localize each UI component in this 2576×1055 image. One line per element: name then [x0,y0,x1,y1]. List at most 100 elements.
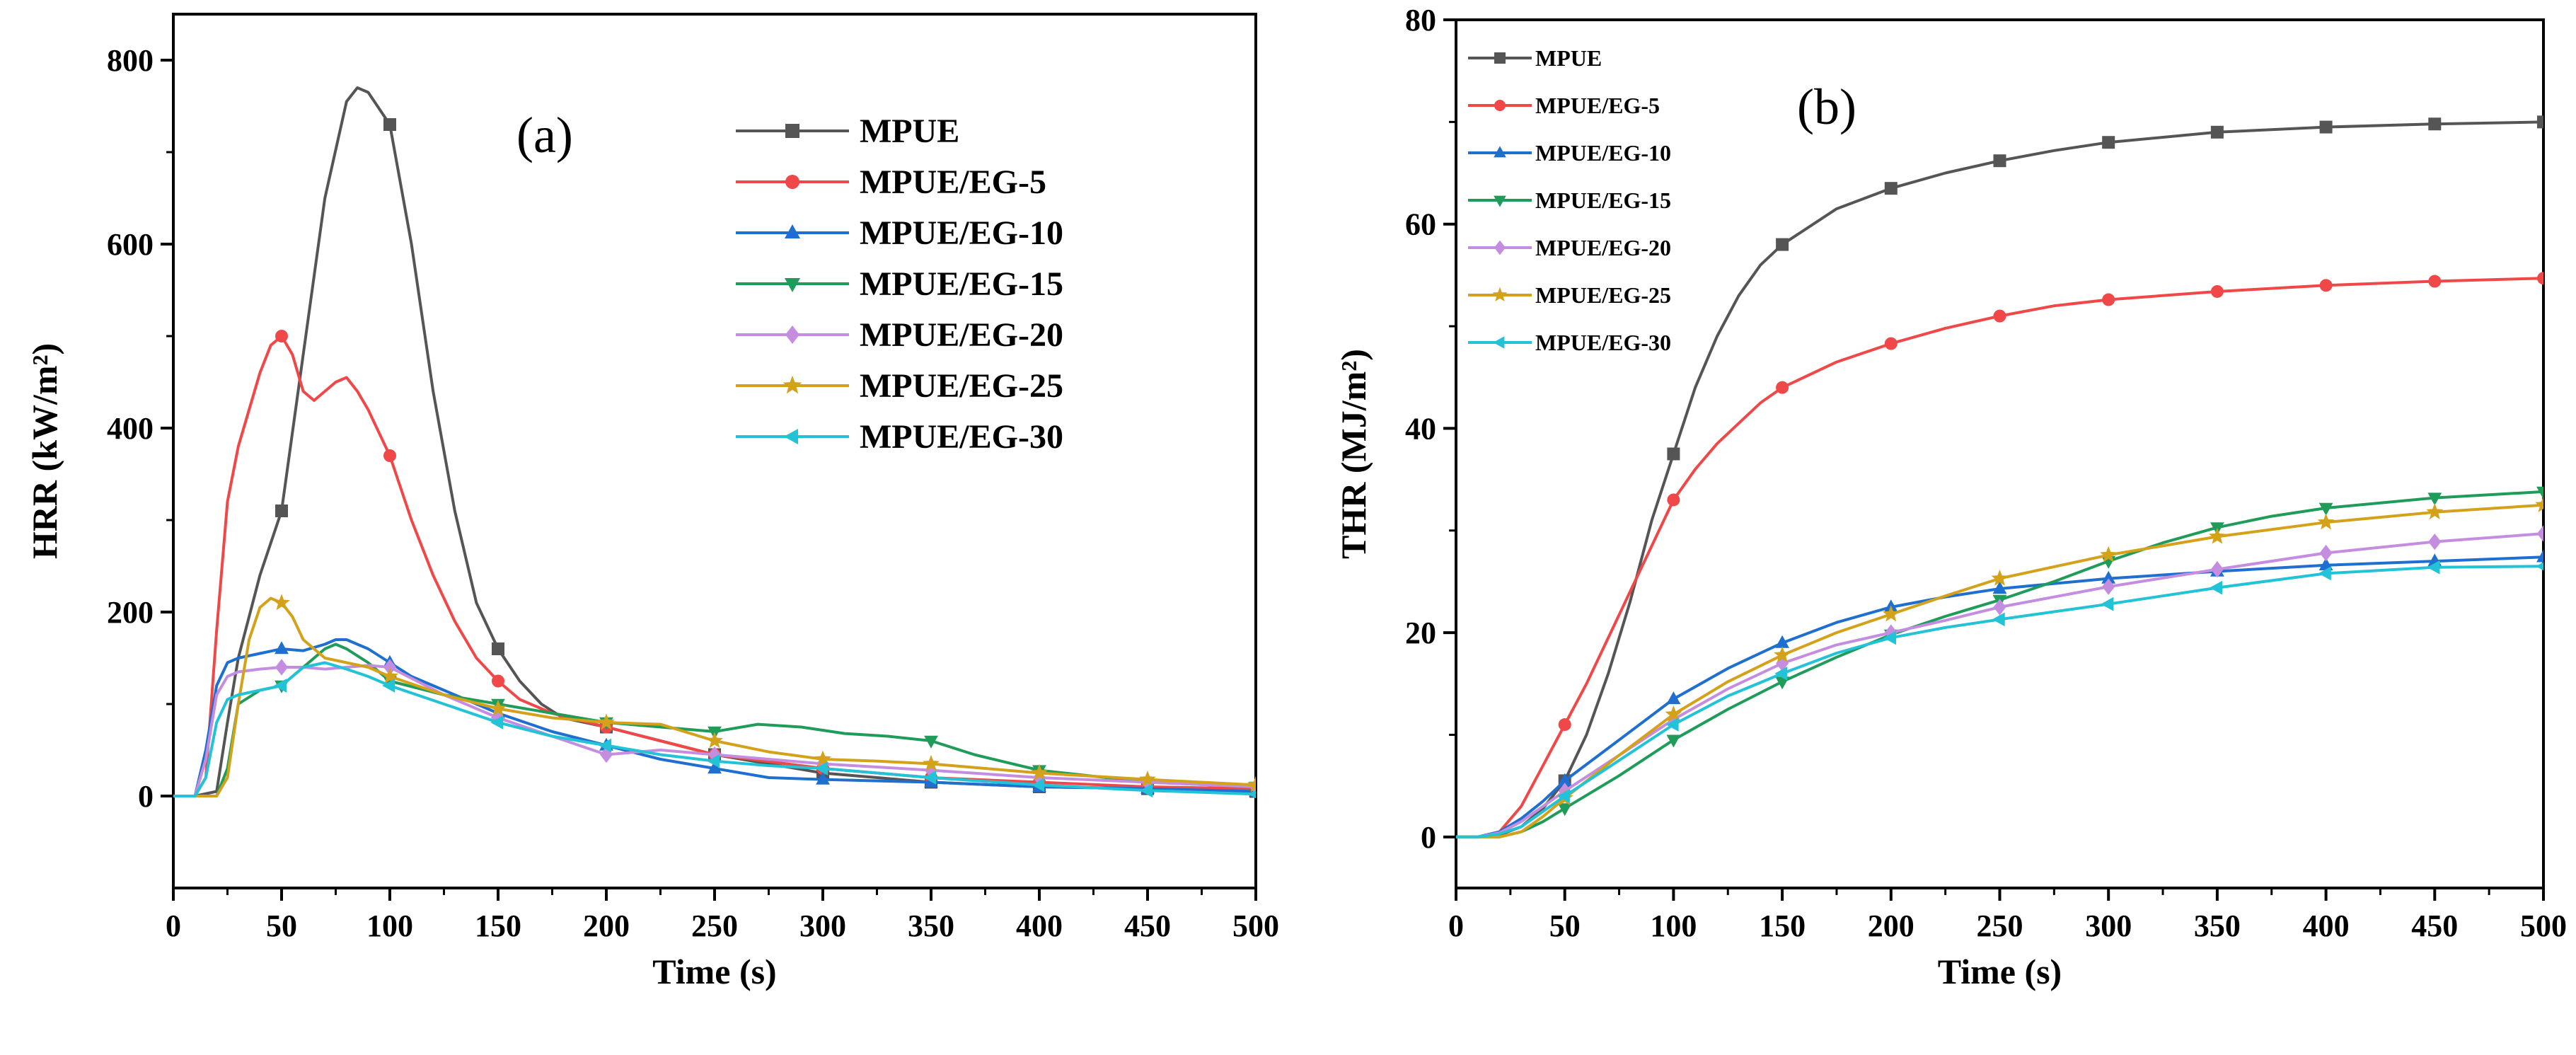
legend-item: MPUE/EG-10 [736,214,1063,252]
y-tick-label: 400 [107,411,154,446]
data-point [1140,783,1153,798]
series-line [173,638,1256,797]
data-point [2535,496,2543,512]
data-point [2318,502,2333,516]
x-tick-label: 350 [908,909,954,943]
data-point [1774,666,1788,681]
y-tick-label: 20 [1405,616,1436,650]
data-point [2101,596,2114,611]
series-mpue-eg-5 [1456,272,2543,838]
data-point [1776,238,1789,251]
x-axis-label: Time (s) [1938,952,2062,991]
data-point [274,679,287,693]
data-point [816,771,830,785]
data-point [492,642,504,655]
x-tick-label: 400 [2303,909,2350,943]
data-point [490,715,504,730]
data-point [599,738,612,753]
y-tick-label: 60 [1405,207,1436,242]
data-point [2319,544,2333,562]
legend-marker [785,175,799,189]
data-point [273,594,290,611]
legend-marker [782,376,802,394]
data-point [2319,279,2333,292]
data-point [2537,272,2543,285]
y-tick-label: 800 [107,43,154,78]
data-point [1667,447,1680,461]
series-line [1456,277,2543,838]
data-point [2428,275,2442,288]
series-mpue [173,86,1256,798]
series-line [1456,503,2543,838]
data-point [492,674,504,688]
legend-item: MPUE/EG-15 [1468,188,1671,213]
legend-marker [1493,336,1505,349]
data-point [1775,676,1789,690]
x-tick-label: 450 [1124,909,1171,943]
legend-label: MPUE/EG-15 [860,265,1063,303]
data-point [490,699,507,716]
data-point [275,659,288,676]
data-point [2102,136,2115,149]
x-tick-label: 400 [1016,909,1063,943]
legend-label: MPUE/EG-10 [860,214,1063,252]
legend-label: MPUE/EG-20 [860,316,1063,354]
chart-panel-a: 0 50 100 150 200 250 300 350 400 450 500 0 200 400 600… [25,13,1279,991]
data-point [275,505,288,517]
legend-marker [785,224,800,238]
legend-label: MPUE/EG-20 [1535,235,1671,260]
data-point [383,118,396,131]
x-tick-label: 50 [266,909,297,943]
series-mpue-eg-30 [173,661,1256,799]
data-point [2537,115,2543,129]
y-tick-label: 600 [107,227,154,262]
legend-item: MPUE/EG-25 [736,367,1063,405]
legend-label: MPUE/EG-25 [1535,282,1671,308]
legend-marker [784,429,798,444]
data-point [707,754,720,768]
legend-item: MPUE/EG-20 [1468,235,1671,260]
data-point [1557,773,1572,786]
data-point [275,641,289,655]
data-point [923,771,937,785]
chart-panel-b: 0 50 100 150 200 250 300 350 400 450 500 0 20 40 60 80 T… [1334,3,2567,991]
data-point [1557,803,1572,817]
data-point [2428,117,2442,131]
legend-item: MPUE [736,113,959,150]
data-point [1556,789,1570,803]
data-point [1667,493,1680,507]
data-point [1776,655,1789,672]
x-tick-label: 450 [2411,909,2458,943]
data-point [814,750,831,767]
x-tick-label: 500 [1232,909,1279,943]
series-mpue-eg-10 [173,638,1256,797]
y-tick-label: 80 [1405,3,1436,38]
data-point [1139,771,1156,787]
series-mpue [1456,115,2543,838]
data-point [1993,309,2006,323]
data-point [1884,337,1898,350]
data-point [1248,790,1256,799]
data-point [1884,182,1898,195]
data-point [924,735,938,749]
series-line [1456,120,2543,838]
series-line [173,335,1256,797]
series-mpue-eg-20 [1456,525,2543,838]
series-mpue-eg-15 [1456,486,2543,838]
data-point [1993,154,2006,168]
x-tick-label: 250 [1977,909,2023,943]
data-point [1031,763,1048,780]
series-mpue-eg-10 [1456,549,2543,838]
data-point [815,761,828,776]
legend-item: MPUE/EG-30 [736,418,1063,456]
data-point [383,449,396,462]
y-axis-label: HRR (kW/m²) [25,343,64,559]
data-point [598,713,615,730]
data-point [1032,778,1045,792]
x-tick-label: 100 [366,909,413,943]
x-tick-label: 300 [799,909,846,943]
data-point [1666,691,1681,705]
x-tick-label: 150 [475,909,521,943]
panel-label: (b) [1797,79,1856,135]
y-tick-label: 200 [107,595,154,630]
